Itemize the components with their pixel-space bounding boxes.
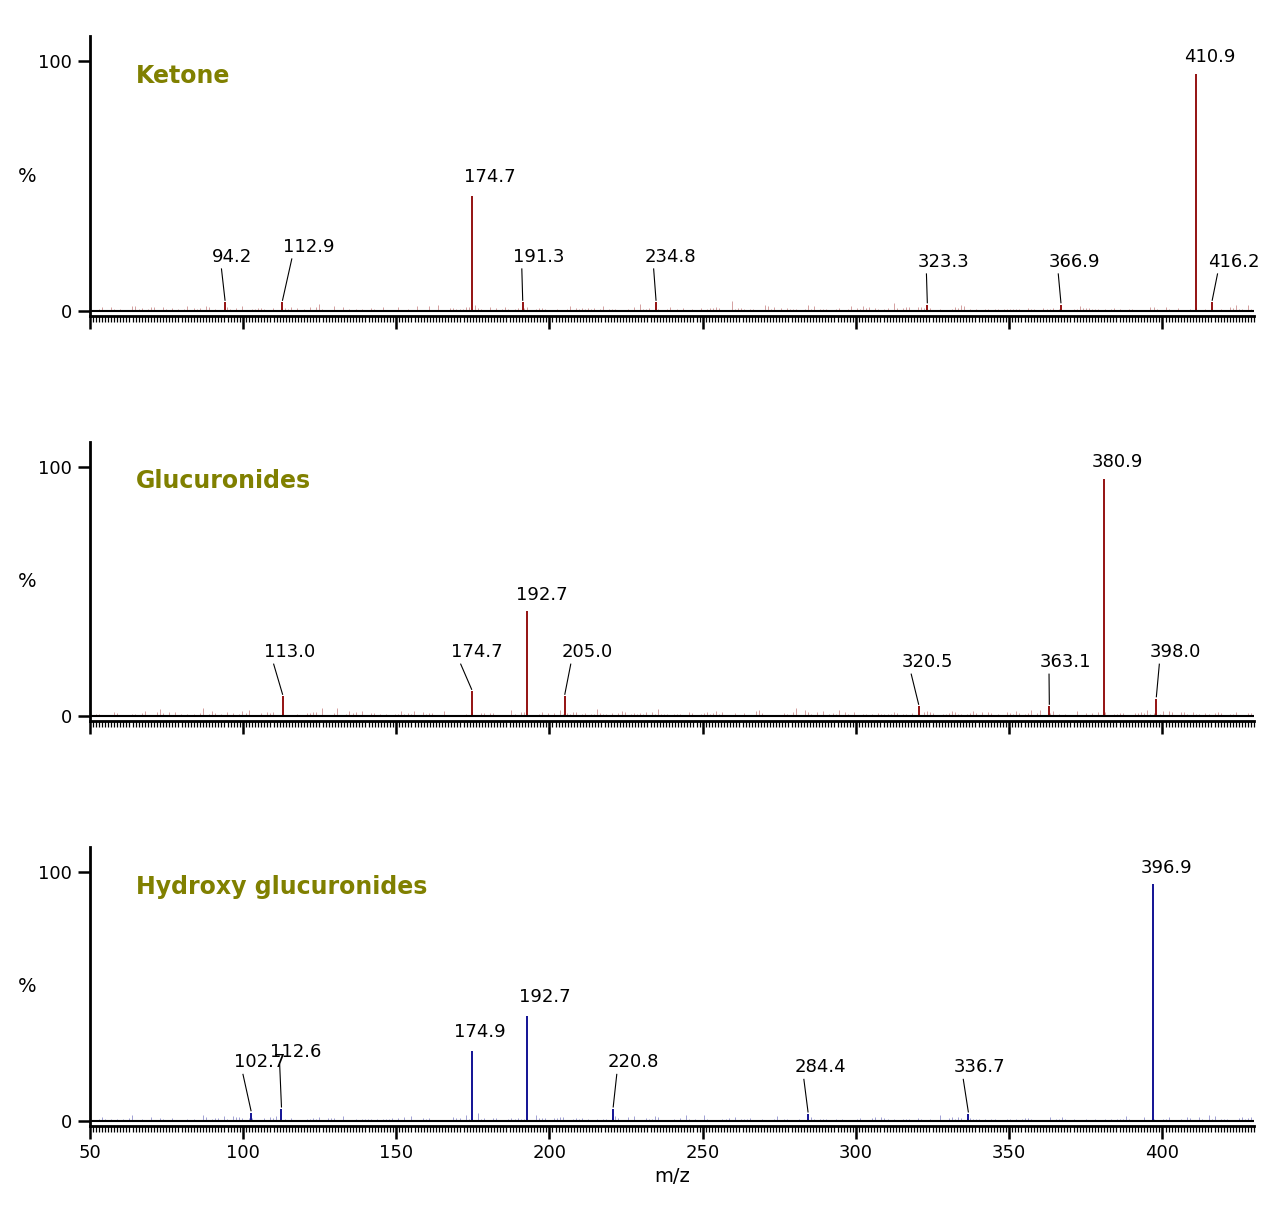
Text: 174.7: 174.7 [463, 168, 515, 186]
Y-axis label: %: % [18, 977, 37, 995]
Text: 112.9: 112.9 [283, 237, 334, 256]
Text: 112.6: 112.6 [270, 1044, 321, 1061]
Text: 336.7: 336.7 [954, 1058, 1006, 1077]
Y-axis label: %: % [18, 167, 37, 185]
Text: 320.5: 320.5 [902, 653, 954, 671]
Text: 380.9: 380.9 [1092, 453, 1143, 471]
Text: 113.0: 113.0 [265, 643, 316, 661]
Text: 363.1: 363.1 [1039, 653, 1092, 671]
Text: 102.7: 102.7 [234, 1054, 285, 1072]
Text: 192.7: 192.7 [516, 586, 567, 604]
X-axis label: m/z: m/z [654, 1167, 690, 1186]
Text: 191.3: 191.3 [512, 248, 564, 266]
Text: 416.2: 416.2 [1208, 253, 1260, 271]
Y-axis label: %: % [18, 572, 37, 591]
Text: 410.9: 410.9 [1184, 48, 1235, 67]
Text: 396.9: 396.9 [1140, 859, 1193, 877]
Text: Glucuronides: Glucuronides [136, 470, 311, 494]
Text: 192.7: 192.7 [518, 988, 571, 1006]
Text: 323.3: 323.3 [918, 253, 969, 271]
Text: 205.0: 205.0 [562, 643, 613, 661]
Text: 366.9: 366.9 [1050, 253, 1101, 271]
Text: 174.7: 174.7 [452, 643, 503, 661]
Text: 174.9: 174.9 [454, 1023, 506, 1041]
Text: 284.4: 284.4 [795, 1058, 846, 1077]
Text: Ketone: Ketone [136, 64, 230, 88]
Text: 220.8: 220.8 [608, 1054, 659, 1072]
Text: Hydroxy glucuronides: Hydroxy glucuronides [136, 874, 428, 899]
Text: 234.8: 234.8 [644, 248, 696, 266]
Text: 398.0: 398.0 [1151, 643, 1202, 661]
Text: 94.2: 94.2 [212, 248, 252, 266]
